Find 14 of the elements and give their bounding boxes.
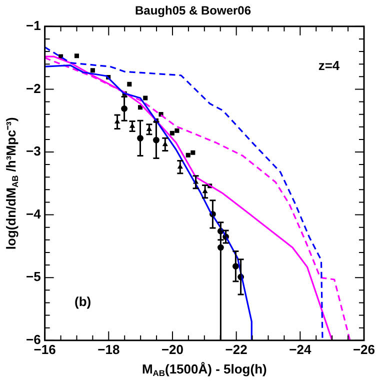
y-axis-title: log(dn/dMAB /h³Mpc⁻³) [4, 117, 20, 250]
y-tick-label: −2 [26, 80, 41, 96]
annotation: (b) [74, 294, 92, 309]
annotation: z=4 [318, 58, 340, 73]
x-tick-label: −22 [225, 342, 248, 357]
y-tick-label: −5 [26, 269, 41, 284]
y-tick-label: −4 [26, 206, 42, 222]
x-tick-label: −18 [98, 342, 120, 357]
y-tick-label: −3 [26, 144, 41, 159]
chart-title: Baugh05 & Bower06 [134, 4, 252, 18]
y-tick-label: −1 [26, 18, 41, 33]
x-tick-label: −20 [161, 342, 184, 357]
x-tick-label: −26 [352, 342, 376, 357]
x-tick-label: −24 [289, 342, 312, 357]
